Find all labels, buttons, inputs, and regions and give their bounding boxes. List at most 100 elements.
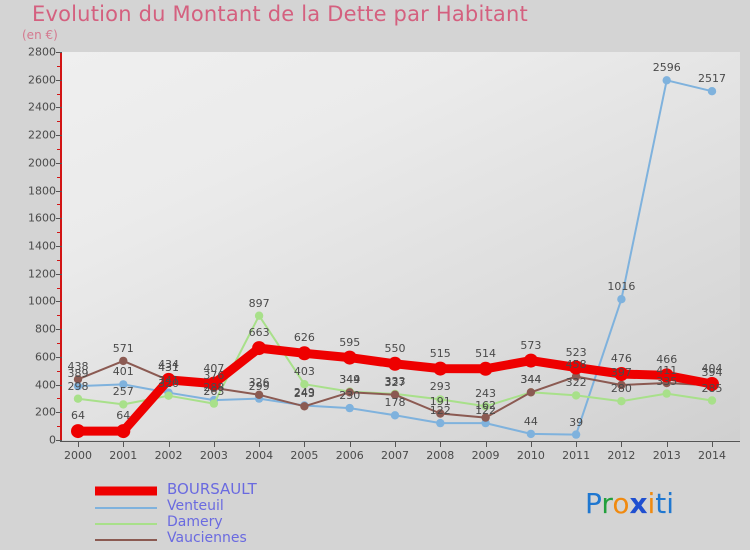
logo-letter-r: r	[601, 487, 613, 520]
legend-item-damery[interactable]: Damery	[95, 514, 365, 532]
series-layer	[71, 76, 719, 439]
y-axis-minor-tick	[57, 398, 61, 400]
y-axis-tick-label: 200	[35, 405, 56, 419]
y-axis-tick-label: 2600	[28, 73, 56, 87]
y-axis-tick	[56, 162, 62, 164]
y-axis-minor-tick	[57, 315, 61, 317]
data-point	[297, 346, 312, 361]
logo-letter-x: x	[629, 487, 648, 520]
logo-letter-i-first: i	[647, 487, 656, 520]
y-axis-tick	[56, 52, 62, 53]
data-point	[436, 418, 445, 428]
y-axis-tick-label: 2200	[28, 128, 56, 142]
x-axis-tick-label: 2003	[199, 449, 228, 462]
y-axis-minor-tick	[57, 149, 61, 150]
logo-letter-i-second: i	[666, 487, 675, 520]
data-point	[526, 429, 536, 439]
y-axis-minor-tick	[57, 65, 61, 67]
x-axis-tick-label: 2010	[516, 449, 545, 462]
legend-item-label: Venteuil	[167, 498, 224, 514]
y-axis-tick-label: 2000	[28, 156, 56, 170]
data-point	[164, 391, 173, 400]
x-axis-tick	[123, 441, 125, 447]
y-axis-tick-label: 1600	[28, 211, 56, 225]
x-axis-tick-label: 2005	[290, 449, 319, 462]
logo-letter-p: P	[585, 487, 602, 520]
data-point	[526, 388, 536, 397]
y-axis-minor-tick	[57, 232, 61, 234]
data-point	[345, 388, 354, 397]
legend-color-swatch	[95, 507, 157, 509]
x-axis-tick	[168, 441, 170, 447]
plot-area	[62, 52, 740, 440]
x-axis-tick	[576, 441, 578, 447]
data-point	[614, 367, 629, 381]
y-axis-tick	[56, 107, 62, 109]
x-axis-tick	[485, 441, 487, 447]
page-subtitle: (en €)	[22, 28, 58, 42]
y-axis-tick	[56, 329, 62, 331]
x-axis-tick	[530, 441, 532, 447]
data-point	[209, 399, 219, 408]
data-point	[388, 356, 402, 371]
y-axis-tick-label: 1000	[28, 294, 56, 308]
proxiti-logo[interactable]: Proxiti	[585, 487, 674, 520]
y-axis-tick-label: 1400	[28, 239, 56, 253]
y-axis-tick	[56, 412, 62, 414]
data-point	[662, 76, 671, 85]
data-point	[481, 402, 490, 411]
data-point	[707, 396, 717, 405]
x-axis-tick-label: 2004	[245, 449, 274, 462]
data-point	[617, 397, 626, 406]
data-point	[571, 372, 581, 381]
legend-item-vauciennes[interactable]: Vauciennes	[95, 530, 365, 548]
x-axis-line	[60, 441, 740, 442]
data-point	[71, 424, 85, 439]
x-axis-tick	[78, 441, 79, 447]
data-point	[433, 361, 448, 376]
data-point	[390, 411, 400, 420]
legend-item-boursault[interactable]: BOURSAULT	[95, 480, 365, 500]
x-axis-tick	[666, 441, 668, 447]
x-axis-tick-label: 2001	[109, 449, 138, 462]
data-point	[206, 376, 221, 391]
legend-item-label: Damery	[167, 514, 223, 530]
data-point	[436, 409, 445, 418]
data-point	[705, 377, 719, 391]
data-point	[73, 381, 83, 391]
y-axis-minor-tick	[57, 259, 61, 261]
x-axis-tick	[213, 441, 215, 447]
y-axis-tick	[56, 190, 62, 192]
data-point	[254, 311, 264, 320]
y-axis-minor-tick	[57, 287, 61, 289]
y-axis-tick	[56, 273, 62, 275]
data-point	[300, 380, 309, 389]
y-axis-tick-label: 1200	[28, 267, 56, 281]
data-point	[571, 430, 581, 439]
y-axis-tick-label: 2800	[28, 45, 56, 59]
y-axis-tick-label: 800	[35, 322, 56, 336]
legend-item-venteuil[interactable]: Venteuil	[95, 498, 365, 516]
data-point	[481, 413, 490, 422]
x-axis-tick	[259, 441, 261, 447]
data-point	[119, 356, 128, 366]
legend-color-swatch	[95, 539, 157, 541]
y-axis-tick-label: 0	[49, 433, 56, 447]
y-axis-tick	[56, 218, 62, 220]
y-axis-tick	[56, 135, 62, 137]
data-point	[161, 372, 176, 387]
data-point	[119, 380, 128, 389]
y-axis-minor-tick	[57, 121, 61, 123]
data-point	[707, 87, 717, 96]
x-axis-tick	[349, 441, 351, 447]
legend-color-swatch	[95, 523, 157, 525]
y-axis-tick-label: 2400	[28, 100, 56, 114]
data-point	[342, 350, 357, 365]
y-axis-tick	[56, 301, 62, 303]
legend: BOURSAULT Venteuil Damery Vauciennes	[95, 480, 365, 548]
x-axis-tick-label: 2006	[335, 449, 364, 462]
data-point	[436, 395, 445, 404]
y-axis-tick	[56, 79, 62, 81]
y-axis-minor-tick	[57, 93, 61, 95]
